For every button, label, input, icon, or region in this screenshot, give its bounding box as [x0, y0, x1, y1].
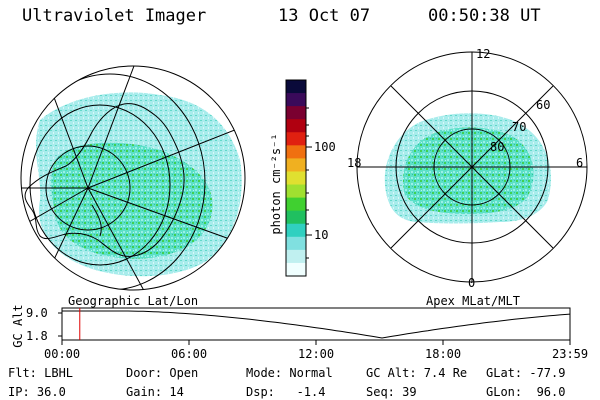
colorbar-segment [286, 106, 306, 120]
colorbar-segment [286, 171, 306, 186]
colorbar-segment [286, 210, 306, 225]
mlt-label-12: 12 [476, 47, 491, 61]
colorbar-segment [286, 158, 306, 173]
colorbar-segment [286, 223, 306, 238]
colorbar-segment [286, 197, 306, 212]
colorbar-segment [286, 80, 306, 94]
colorbar-unit-label: photon cm⁻²s⁻¹ [269, 133, 283, 235]
seq-readout: Seq: 39 [366, 385, 417, 399]
ip-readout: IP: 36.0 [8, 385, 66, 399]
colorbar-segment [286, 93, 306, 107]
colorbar-segment [286, 132, 306, 146]
altitude-ytick-max: 9.0 [26, 306, 48, 320]
gc-alt-readout: GC Alt: 7.4 Re [366, 366, 468, 380]
dsp-readout: Dsp: -1.4 [246, 385, 326, 399]
mlt-label-0: 0 [468, 276, 476, 290]
magnetic-caption: Apex MLat/MLT [426, 294, 520, 308]
colorbar-segment [286, 119, 306, 133]
time-tick-1800: 18:00 [425, 347, 462, 361]
colorbar-segment [286, 262, 306, 277]
altitude-plot [58, 307, 571, 345]
colorbar-ticks [306, 107, 312, 259]
colorbar [285, 79, 312, 277]
mlt-label-6: 6 [576, 156, 584, 170]
mlat-label-80: 80 [490, 140, 505, 154]
mlt-label-18: 18 [347, 156, 362, 170]
altitude-ticks [58, 312, 571, 345]
time-tick-0000: 00:00 [44, 347, 81, 361]
colorbar-segment [286, 145, 306, 159]
colorbar-tick-10: 10 [314, 228, 329, 242]
colorbar-segment [286, 249, 306, 264]
mlat-label-60: 60 [536, 98, 551, 112]
mode-readout: Mode: Normal [246, 366, 333, 380]
colorbar-segment [286, 236, 306, 251]
continent-outline [24, 103, 185, 257]
time-tick-0600: 06:00 [171, 347, 208, 361]
altitude-ylabel: GC Alt [11, 304, 25, 348]
instrument-title: Ultraviolet Imager [22, 6, 207, 26]
glon-readout: GLon: 96.0 [486, 385, 566, 399]
geographic-caption: Geographic Lat/Lon [68, 294, 199, 308]
colorbar-gradient [286, 80, 306, 277]
glat-readout: GLat: -77.9 [486, 366, 566, 380]
gain-readout: Gain: 14 [126, 385, 184, 399]
altitude-curve [62, 310, 570, 339]
date-label: 13 Oct 07 [278, 6, 371, 26]
time-label: 00:50:38 UT [428, 6, 541, 26]
mlat-label-70: 70 [512, 120, 527, 134]
time-tick-1200: 12:00 [298, 347, 335, 361]
magnetic-polar-map [356, 51, 588, 283]
geographic-map [20, 65, 246, 291]
time-tick-2359: 23:59 [552, 347, 589, 361]
colorbar-segment [286, 184, 306, 199]
filter-readout: Flt: LBHL [8, 366, 74, 380]
door-readout: Door: Open [126, 366, 199, 380]
colorbar-tick-100: 100 [314, 140, 336, 154]
altitude-ytick-min: 1.8 [26, 329, 48, 343]
